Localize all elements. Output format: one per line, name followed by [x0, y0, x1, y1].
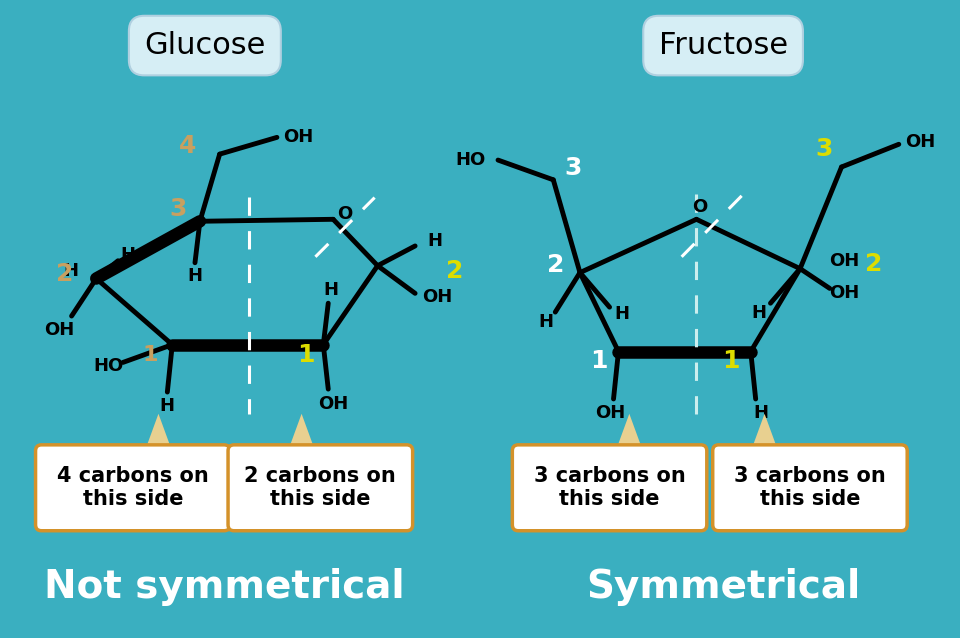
FancyBboxPatch shape	[36, 445, 230, 531]
Text: OH: OH	[829, 285, 859, 302]
Text: 2: 2	[56, 262, 73, 286]
Text: Symmetrical: Symmetrical	[586, 568, 860, 605]
FancyBboxPatch shape	[513, 445, 707, 531]
Text: HO: HO	[455, 151, 486, 169]
Text: H: H	[187, 267, 203, 285]
Text: H: H	[753, 404, 768, 422]
Text: 2: 2	[546, 253, 564, 277]
Text: 2: 2	[445, 258, 464, 283]
Text: 3 carbons on
this side: 3 carbons on this side	[734, 466, 886, 509]
Text: 1: 1	[722, 350, 740, 373]
Text: Fructose: Fructose	[659, 31, 787, 60]
Text: 3: 3	[564, 156, 582, 180]
Text: OH: OH	[318, 395, 348, 413]
Text: OH: OH	[595, 404, 626, 422]
Text: H: H	[613, 305, 629, 323]
Text: H: H	[538, 313, 553, 331]
Text: HO: HO	[93, 357, 123, 375]
Text: OH: OH	[421, 288, 452, 306]
Text: H: H	[324, 281, 339, 299]
Text: O: O	[692, 198, 707, 216]
Polygon shape	[283, 414, 321, 465]
Text: 1: 1	[590, 350, 608, 373]
Text: OH: OH	[905, 133, 936, 151]
Text: H: H	[120, 246, 135, 264]
Polygon shape	[140, 414, 178, 465]
FancyBboxPatch shape	[228, 445, 413, 531]
Text: Glucose: Glucose	[144, 31, 266, 60]
Text: 2 carbons on
this side: 2 carbons on this side	[245, 466, 396, 509]
Text: 3 carbons on
this side: 3 carbons on this side	[534, 466, 685, 509]
Text: H: H	[160, 397, 175, 415]
Text: 1: 1	[143, 345, 158, 364]
FancyBboxPatch shape	[712, 445, 907, 531]
Text: H: H	[751, 304, 766, 322]
Text: 4 carbons on
this side: 4 carbons on this side	[57, 466, 208, 509]
Text: 4: 4	[180, 134, 197, 158]
Text: OH: OH	[283, 128, 314, 146]
Polygon shape	[746, 414, 783, 465]
Text: 3: 3	[815, 137, 832, 161]
Text: O: O	[337, 205, 352, 223]
Polygon shape	[611, 414, 648, 465]
Text: OH: OH	[43, 321, 74, 339]
Text: Not symmetrical: Not symmetrical	[44, 568, 405, 605]
Text: H: H	[63, 262, 78, 279]
Text: H: H	[427, 232, 443, 250]
Text: 1: 1	[297, 343, 314, 367]
Text: 2: 2	[865, 252, 883, 276]
Text: 3: 3	[170, 197, 187, 221]
Text: OH: OH	[829, 252, 859, 270]
